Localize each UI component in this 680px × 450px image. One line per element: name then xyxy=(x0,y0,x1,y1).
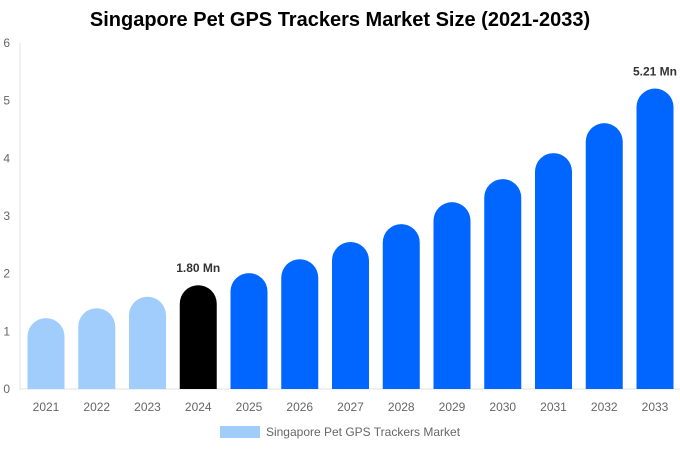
x-tick-label: 2030 xyxy=(489,400,516,414)
y-tick-label: 2 xyxy=(3,267,10,281)
x-tick-label: 2024 xyxy=(185,400,212,414)
bar-2033 xyxy=(636,88,674,389)
bar-2028 xyxy=(382,224,420,389)
y-tick-label: 0 xyxy=(3,382,10,396)
x-tick-label: 2025 xyxy=(236,400,263,414)
bar-2026 xyxy=(281,259,319,389)
x-tick-label: 2031 xyxy=(540,400,567,414)
x-tick-label: 2023 xyxy=(134,400,161,414)
x-tick-label: 2029 xyxy=(439,400,466,414)
x-tick-label: 2021 xyxy=(33,400,60,414)
y-tick-label: 6 xyxy=(3,36,10,50)
x-tick-label: 2032 xyxy=(591,400,618,414)
bar-2023 xyxy=(129,296,166,389)
bar-2022 xyxy=(78,308,116,389)
y-tick-label: 1 xyxy=(3,324,10,338)
bar-2030 xyxy=(484,179,522,389)
y-tick-label: 3 xyxy=(3,209,10,223)
bar-2032 xyxy=(585,123,623,389)
legend-label: Singapore Pet GPS Trackers Market xyxy=(265,425,461,439)
bar-2024 xyxy=(179,285,217,389)
bar-2025 xyxy=(230,273,268,389)
legend: Singapore Pet GPS Trackers Market xyxy=(0,425,680,439)
bar-2029 xyxy=(433,202,471,389)
x-tick-label: 2033 xyxy=(642,400,669,414)
data-label: 5.21 Mn xyxy=(633,65,677,79)
x-tick-label: 2026 xyxy=(286,400,313,414)
bar-2027 xyxy=(332,241,369,389)
bar-2021 xyxy=(27,318,65,389)
y-tick-label: 5 xyxy=(3,94,10,108)
chart-title: Singapore Pet GPS Trackers Market Size (… xyxy=(89,9,591,31)
x-tick-label: 2022 xyxy=(83,400,110,414)
legend-swatch xyxy=(219,426,260,438)
y-tick-label: 4 xyxy=(3,151,10,165)
x-tick-label: 2027 xyxy=(337,400,364,414)
data-label: 1.80 Mn xyxy=(176,261,220,275)
bar-2031 xyxy=(535,153,572,389)
x-tick-label: 2028 xyxy=(388,400,415,414)
